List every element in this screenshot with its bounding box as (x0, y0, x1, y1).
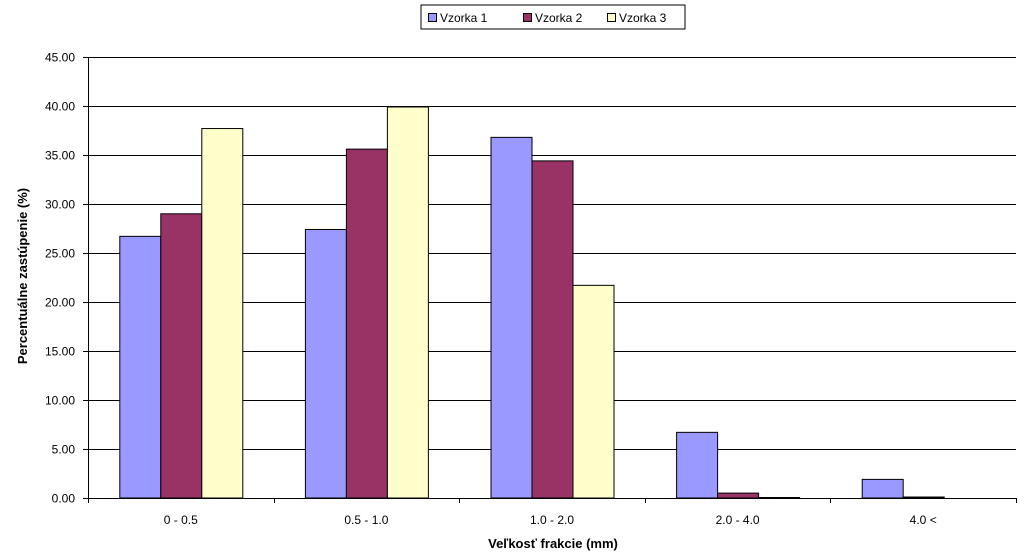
bar-vzorka-2-1-0-2-0 (531, 160, 574, 499)
bar-vzorka-3-0-5-1-0 (386, 106, 429, 499)
y-tick-label: 25.00 (45, 247, 75, 261)
bar-vzorka-1-0-5-1-0 (304, 228, 347, 499)
bar-vzorka-1-1-0-2-0 (490, 136, 533, 499)
bar-vzorka-1-2-0-4-0 (676, 431, 719, 499)
y-tick-label: 10.00 (45, 394, 75, 408)
x-tick-label: 0.5 - 1.0 (344, 513, 388, 527)
legend: Vzorka 1 Vzorka 2 Vzorka 3 (420, 4, 686, 30)
y-tick-label: 30.00 (45, 198, 75, 212)
axes (88, 57, 1016, 499)
bar-vzorka-1-4-0 (861, 478, 904, 499)
legend-label-vzorka-3: Vzorka 3 (619, 11, 667, 25)
y-tick-label: 45.00 (45, 51, 75, 65)
y-tick-label: 35.00 (45, 149, 75, 163)
y-axis-title: Percentuálne zastúpenie (%) (15, 188, 30, 364)
bar-vzorka-2-0-5-1-0 (345, 148, 388, 499)
bar-vzorka-3-0-0-5 (201, 128, 244, 499)
legend-swatch-vzorka-2 (523, 13, 532, 22)
x-tick-label: 0 - 0.5 (164, 513, 198, 527)
x-axis-ticks: 0 - 0.5 0.5 - 1.0 1.0 - 2.0 2.0 - 4.0 4.0 < (88, 498, 1017, 527)
legend-box (420, 4, 686, 30)
bar-vzorka-2-4-0 (902, 496, 945, 499)
x-tick-label: 2.0 - 4.0 (716, 513, 760, 527)
bar-vzorka-2-0-0-5 (160, 213, 203, 499)
legend-label-vzorka-1: Vzorka 1 (440, 11, 488, 25)
legend-label-vzorka-2: Vzorka 2 (535, 11, 583, 25)
y-tick-label: 5.00 (52, 443, 76, 457)
x-axis-title: Veľkosť frakcie (mm) (488, 536, 618, 551)
legend-swatch-vzorka-3 (607, 13, 616, 22)
bars (119, 106, 945, 499)
bar-vzorka-1-0-0-5 (119, 235, 162, 499)
bar-vzorka-2-2-0-4-0 (717, 492, 760, 499)
y-tick-label: 0.00 (52, 492, 76, 506)
legend-swatch-vzorka-1 (428, 13, 437, 22)
y-tick-label: 20.00 (45, 296, 75, 310)
bar-vzorka-3-1-0-2-0 (572, 284, 615, 499)
x-tick-label: 4.0 < (910, 513, 937, 527)
y-axis-ticks: 0.00 5.00 10.00 15.00 20.00 25.00 30.00 35.00 40… (45, 51, 88, 506)
y-tick-label: 15.00 (45, 345, 75, 359)
y-tick-label: 40.00 (45, 100, 75, 114)
x-tick-label: 1.0 - 2.0 (530, 513, 574, 527)
